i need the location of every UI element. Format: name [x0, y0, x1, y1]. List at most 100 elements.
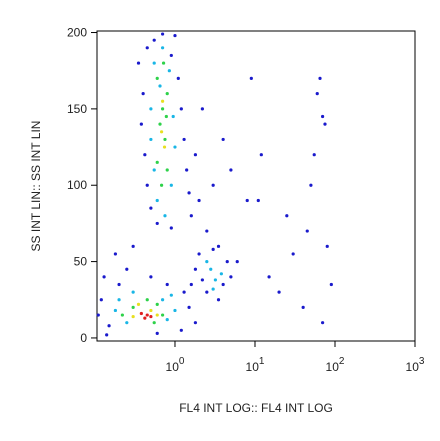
dot — [229, 168, 233, 172]
x-tick-base: 10 — [246, 360, 260, 374]
dot — [200, 278, 204, 282]
dot — [182, 137, 186, 142]
dot — [155, 198, 159, 203]
dot — [160, 298, 165, 302]
dot — [143, 153, 147, 157]
dot — [285, 214, 289, 218]
dot — [169, 183, 173, 187]
dot — [187, 191, 191, 195]
dot — [277, 290, 281, 294]
dot — [312, 153, 316, 157]
dot — [139, 122, 143, 126]
dot — [136, 61, 141, 65]
dot — [219, 272, 223, 276]
dot — [245, 198, 249, 203]
dot — [160, 99, 165, 103]
dot — [162, 145, 167, 149]
dot — [185, 168, 189, 172]
y-tick-label: 100 — [67, 178, 87, 192]
dot — [165, 318, 169, 322]
dot — [120, 313, 124, 317]
dot — [309, 183, 313, 187]
dot — [229, 275, 233, 279]
dot — [205, 259, 209, 264]
x-tick-label: 101 — [246, 356, 265, 374]
x-tick-exponent: 1 — [259, 356, 265, 367]
dot — [329, 282, 333, 287]
dot — [165, 92, 169, 96]
dot — [301, 305, 305, 310]
x-tick-label: 102 — [326, 356, 345, 374]
dot — [213, 278, 217, 282]
dot — [96, 313, 100, 317]
dot — [193, 153, 198, 157]
x-tick-exponent: 3 — [419, 356, 425, 367]
dot — [161, 61, 166, 65]
y-axis-title: SS INT LIN:: SS INT LIN — [29, 121, 43, 252]
dot — [139, 311, 143, 316]
dot — [158, 122, 162, 126]
dot — [179, 107, 183, 111]
dot — [211, 287, 215, 291]
dot — [164, 114, 168, 119]
dot — [163, 137, 167, 142]
x-tick-base: 10 — [166, 360, 180, 374]
dot — [117, 282, 121, 287]
dot — [149, 206, 153, 210]
dot — [158, 84, 162, 88]
dot — [209, 267, 213, 271]
x-tick-base: 10 — [406, 360, 420, 374]
dot — [136, 302, 141, 306]
y-tick-label: 150 — [67, 102, 87, 116]
dot — [267, 275, 271, 279]
dot — [107, 324, 111, 328]
dot — [131, 314, 135, 319]
dot — [171, 114, 175, 119]
dot — [165, 282, 169, 287]
dot — [152, 61, 156, 65]
dot — [323, 122, 327, 126]
dot — [113, 252, 117, 256]
dot — [117, 298, 121, 302]
dot — [155, 221, 159, 226]
dot — [321, 321, 325, 325]
dot — [131, 290, 135, 294]
dot — [176, 76, 180, 80]
dot — [105, 333, 109, 337]
dot — [149, 308, 153, 313]
dot — [193, 267, 198, 271]
dot — [205, 229, 209, 233]
dot — [321, 114, 325, 119]
dot — [182, 290, 186, 294]
dot — [325, 244, 329, 248]
dot — [173, 145, 177, 149]
y-tick-label: 50 — [74, 255, 88, 269]
dot — [305, 229, 309, 233]
dot — [249, 76, 253, 80]
y-tick-label: 0 — [80, 331, 87, 345]
dot — [152, 321, 156, 325]
dot — [193, 321, 198, 325]
x-tick-label: 103 — [406, 356, 425, 374]
dot — [187, 305, 191, 310]
x-axis-title: FL4 INT LOG:: FL4 INT LOG — [179, 401, 333, 415]
dot — [145, 313, 149, 317]
dot — [160, 107, 165, 111]
dot — [169, 293, 173, 297]
dot — [221, 137, 225, 142]
dot — [167, 69, 171, 73]
dot — [165, 168, 169, 172]
x-tick-exponent: 2 — [339, 356, 345, 367]
dot — [141, 92, 145, 96]
dot — [149, 314, 153, 319]
dot — [200, 107, 204, 111]
dot — [173, 33, 177, 38]
dot — [143, 316, 147, 320]
dot — [315, 92, 319, 96]
dot — [145, 46, 149, 50]
dot — [155, 76, 159, 80]
dot — [102, 275, 106, 279]
dot — [149, 275, 153, 279]
dot — [205, 290, 209, 294]
